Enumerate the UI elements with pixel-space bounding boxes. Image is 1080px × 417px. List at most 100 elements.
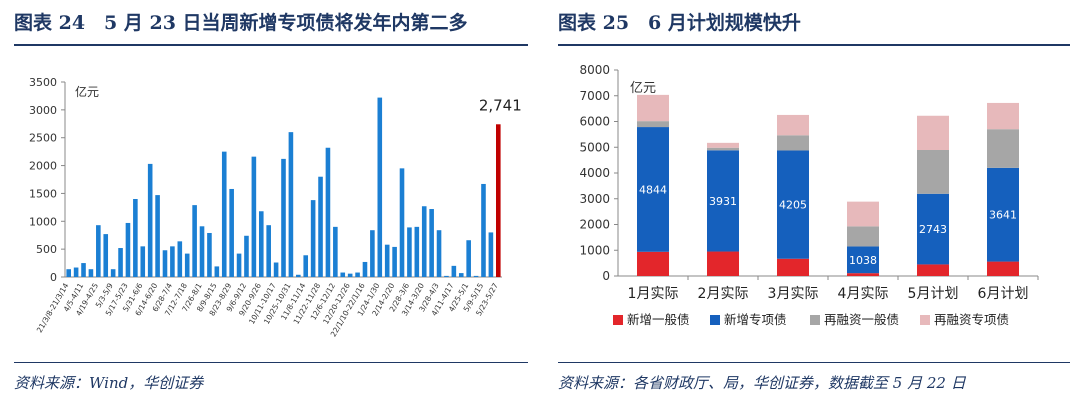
right-x-tick-label: 4月实际 xyxy=(838,286,889,302)
left-bar xyxy=(318,176,323,277)
right-y-tick-label: 6000 xyxy=(579,115,610,129)
left-bar xyxy=(199,226,205,277)
left-bar xyxy=(392,246,397,277)
right-bar-segment xyxy=(917,150,949,194)
left-y-tick-label: 1500 xyxy=(29,187,57,200)
left-bar xyxy=(370,230,375,277)
right-bar-segment xyxy=(777,258,809,276)
left-y-tick-label: 2000 xyxy=(29,160,57,173)
right-stacked-bar-chart: 0 1000 2000 3000 4000 5000 6000 7000 8000 亿元 4844 1… xyxy=(579,63,1039,327)
left-bar xyxy=(377,97,383,277)
left-bar xyxy=(310,200,316,277)
right-bar-segment xyxy=(707,147,739,151)
right-x-tick-label: 5月计划 xyxy=(908,286,959,302)
left-bar xyxy=(288,132,294,277)
right-legend-label: 再融资一般债 xyxy=(824,312,899,327)
left-bar xyxy=(362,261,368,277)
left-y-tick-label: 0 xyxy=(50,271,57,284)
left-source-note: 资料来源：Wind，华创证券 xyxy=(14,374,204,392)
right-bar-segment xyxy=(707,150,739,252)
right-legend-label: 新增专项债 xyxy=(724,312,787,327)
left-bar xyxy=(73,267,79,277)
right-bar-value-label: 1038 xyxy=(849,254,877,267)
right-bar-segment xyxy=(847,201,879,227)
left-y-unit-label: 亿元 xyxy=(75,84,99,99)
left-bar xyxy=(140,246,146,277)
left-bar xyxy=(273,262,279,277)
left-bar xyxy=(399,168,405,277)
left-bar xyxy=(444,275,449,277)
left-bar xyxy=(192,205,197,277)
right-bar-segment xyxy=(987,167,1019,262)
right-legend-swatch xyxy=(810,315,820,325)
left-bar xyxy=(184,253,190,277)
left-y-tick-label: 2500 xyxy=(29,132,57,145)
left-bar xyxy=(421,206,427,277)
left-bar xyxy=(177,241,183,277)
left-bar xyxy=(384,244,390,277)
right-bar-segment xyxy=(637,127,669,252)
left-bar xyxy=(347,273,353,277)
left-bar xyxy=(303,255,309,277)
left-bar xyxy=(170,246,175,277)
left-bar xyxy=(221,151,227,277)
left-bar xyxy=(333,226,338,277)
left-bar xyxy=(133,199,138,277)
left-bar xyxy=(407,227,412,277)
left-bar xyxy=(229,188,234,277)
right-bar-segment xyxy=(637,94,669,122)
right-x-tick-label: 2月实际 xyxy=(698,286,749,302)
right-y-tick-label: 8000 xyxy=(579,63,610,77)
left-source-rule xyxy=(14,362,528,363)
right-bar-segment xyxy=(637,251,669,276)
right-x-tick-label: 6月计划 xyxy=(978,286,1029,302)
left-y-tick-label: 3500 xyxy=(29,76,57,89)
right-y-tick-label: 2000 xyxy=(579,218,610,232)
right-bar-segment xyxy=(987,102,1019,130)
right-bar-value-label: 3931 xyxy=(709,195,737,208)
left-y-tick-label: 3000 xyxy=(29,104,57,117)
left-bar xyxy=(96,225,101,277)
left-bar-chart: 0500100015002000250030003500亿元2,74121/3/… xyxy=(29,76,522,338)
left-highlight-value-label: 2,741 xyxy=(479,96,522,114)
left-bar xyxy=(103,234,109,277)
left-bar xyxy=(436,230,442,277)
left-bar xyxy=(325,147,331,277)
left-bar xyxy=(458,273,464,277)
right-legend-label: 新增一般债 xyxy=(627,312,690,327)
left-bar xyxy=(81,263,86,277)
left-y-tick-label: 1000 xyxy=(29,215,57,228)
left-bar xyxy=(214,266,220,277)
left-bar xyxy=(118,248,123,277)
right-bar-segment xyxy=(777,150,809,259)
right-bar-segment xyxy=(987,261,1019,276)
left-title-rule xyxy=(14,44,528,46)
right-chart-title: 图表 25 6 月计划规模快升 xyxy=(558,12,801,34)
left-bar xyxy=(266,225,271,277)
right-y-tick-label: 3000 xyxy=(579,192,610,206)
right-bar-segment xyxy=(637,121,669,128)
left-bar xyxy=(488,232,494,277)
left-highlight-bar xyxy=(496,124,501,277)
right-bar-segment xyxy=(847,273,879,276)
right-bar-segment xyxy=(707,142,739,148)
left-chart-title: 图表 24 5 月 23 日当周新增专项债将发年内第二多 xyxy=(14,12,468,34)
left-bar xyxy=(251,156,257,277)
right-bar-segment xyxy=(847,226,879,247)
left-bar xyxy=(296,274,301,277)
left-bar xyxy=(244,235,249,277)
left-bar xyxy=(355,272,360,277)
left-bar xyxy=(429,209,434,277)
right-bar-value-label: 2743 xyxy=(919,223,947,236)
right-legend-label: 再融资专项债 xyxy=(934,312,1009,327)
left-bar xyxy=(66,269,71,277)
right-y-tick-label: 1000 xyxy=(579,243,610,257)
left-y-tick-label: 500 xyxy=(36,243,57,256)
right-legend-swatch xyxy=(613,315,623,325)
right-source-rule xyxy=(558,362,1070,363)
left-bar xyxy=(414,226,420,277)
left-bar xyxy=(125,222,131,277)
right-source-note: 资料来源：各省财政厅、局，华创证券，数据截至 5 月 22 日 xyxy=(558,374,966,392)
left-bar xyxy=(207,232,212,277)
right-y-unit-label: 亿元 xyxy=(630,81,656,96)
